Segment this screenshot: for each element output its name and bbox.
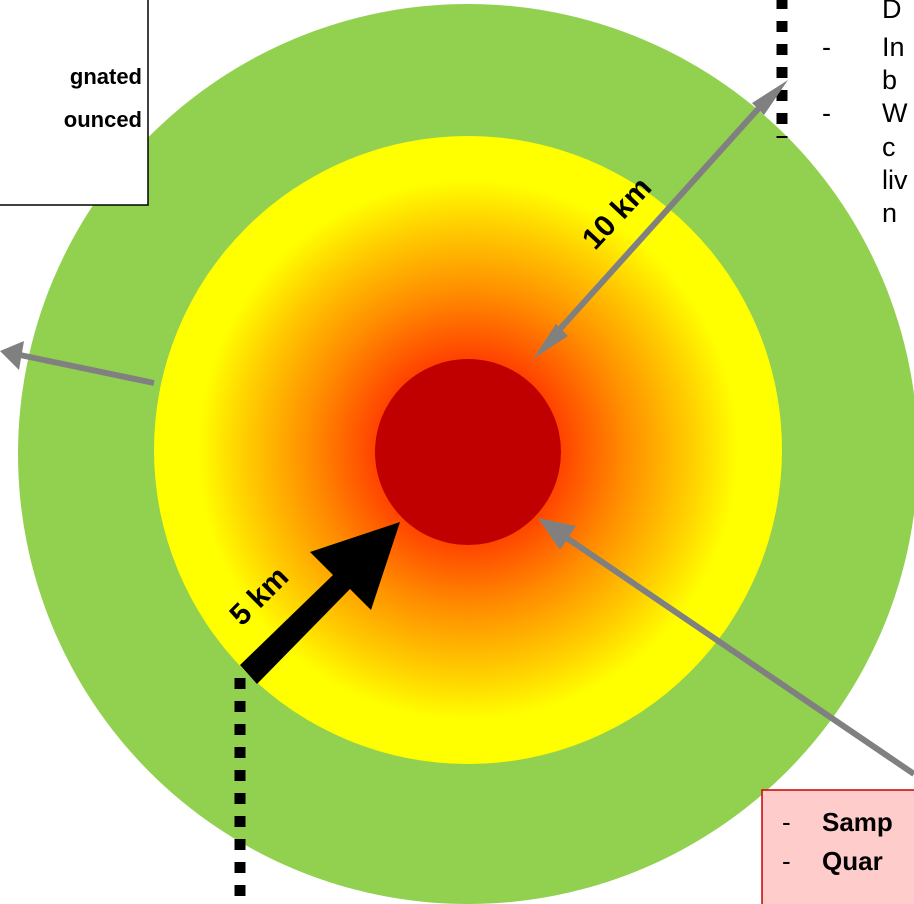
top-right-item-1-line-1: In xyxy=(882,32,905,62)
bottom-right-box: - Samp - Quar xyxy=(761,789,914,904)
top-left-box-line1: gnated xyxy=(70,64,142,89)
top-right-item-2-line-3: liv xyxy=(882,165,908,195)
bottom-right-dash-2: - xyxy=(782,846,791,876)
top-right-line-1: D xyxy=(882,0,902,24)
top-right-dash-1: - xyxy=(822,32,831,62)
top-right-item-2-line-4: n xyxy=(882,198,897,228)
top-left-box: gnated ounced xyxy=(0,0,149,206)
ten-km-double-arrow xyxy=(533,80,788,359)
top-right-list: D - In b - W c liv n xyxy=(822,0,908,228)
bottom-right-item-2: Quar xyxy=(822,846,883,876)
five-km-arrow xyxy=(240,522,400,684)
left-pointer-arrow xyxy=(0,341,155,386)
top-right-dash-2: - xyxy=(822,98,831,128)
top-right-item-2-line-2: c xyxy=(882,132,896,162)
top-right-item-1-line-2: b xyxy=(882,65,897,95)
top-left-box-line2: ounced xyxy=(64,107,142,132)
top-right-item-2-line-1: W xyxy=(882,98,908,128)
center-pointer-arrow xyxy=(538,518,914,777)
bottom-right-dash-1: - xyxy=(782,807,791,837)
center-zone-circle xyxy=(375,359,561,545)
bottom-right-item-1: Samp xyxy=(822,807,893,837)
